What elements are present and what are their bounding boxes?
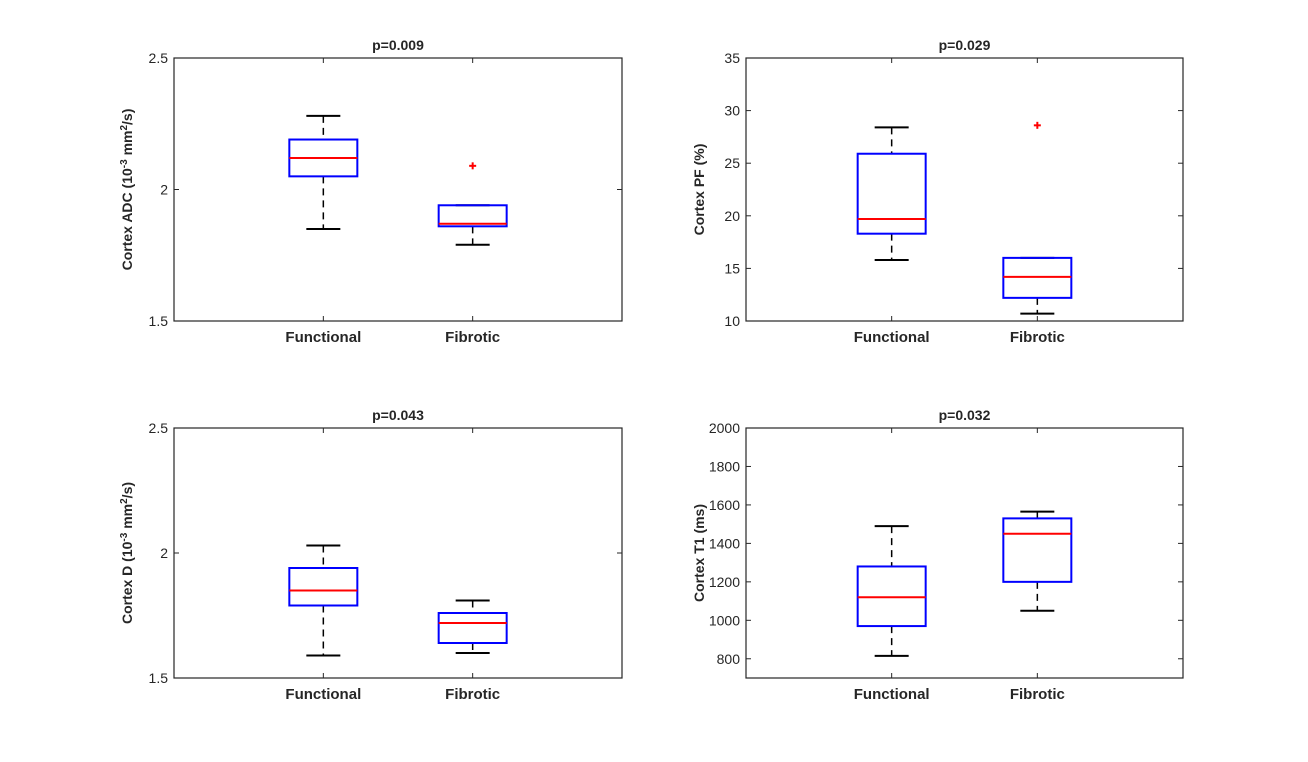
box-fibrotic [1002,121,1073,315]
box-functional [856,126,927,261]
chart-panel-2: p=0.029 10 15 20 25 30 35 Cortex PF (%) Function… [691,37,1184,346]
y-tick-label: 10 [724,313,740,329]
y-tick-label: 800 [717,651,741,667]
y-tick-label: 25 [724,155,740,171]
iqr-box [1002,256,1073,299]
box-fibrotic [1002,510,1073,612]
y-tick-label: 2000 [709,420,740,436]
y-tick-label: 1800 [709,458,740,474]
y-axis-label: Cortex T1 (ms) [691,504,707,602]
x-category-label: Functional [285,329,361,346]
x-category-label: Fibrotic [1010,329,1065,346]
box-functional [288,114,359,230]
x-category-label: Functional [285,686,361,703]
y-tick-label: 2.5 [149,420,169,436]
chart-panel-1: p=0.009 1.5 2 2.5 Cortex ADC (10-3 mm2/s) Fun… [119,37,623,346]
y-tick-label: 2 [160,545,168,561]
box-fibrotic [437,599,508,654]
y-tick-label: 2 [160,182,168,198]
y-tick-label: 1000 [709,612,740,628]
axes-frame [745,427,1184,679]
y-tick-label: 1200 [709,574,740,590]
box-functional [288,544,359,657]
y-axis-label: Cortex PF (%) [691,144,707,236]
x-category-label: Fibrotic [1010,686,1065,703]
y-tick-label: 1600 [709,497,740,513]
chart-panel-3: p=0.043 1.5 2 2.5 Cortex D (10-3 mm2/s) Funct… [119,407,623,703]
x-category-label: Fibrotic [445,686,500,703]
y-tick-label: 15 [724,260,740,276]
box-functional [856,525,927,657]
y-tick-label: 1400 [709,535,740,551]
outlier-marker [469,162,477,170]
y-tick-label: 30 [724,103,740,119]
y-tick-label: 20 [724,208,740,224]
chart-title: p=0.032 [939,407,991,423]
axes-frame [173,57,623,322]
y-tick-label: 2.5 [149,50,169,66]
axes-frame [173,427,623,679]
chart-panel-4: p=0.032 800 1000 1200 1400 1600 1800 2000 Cortex… [691,407,1184,703]
iqr-box [856,152,927,235]
iqr-box [437,612,508,644]
x-category-label: Functional [854,329,930,346]
chart-title: p=0.043 [372,407,424,423]
outlier-marker [1033,121,1041,129]
x-category-label: Functional [854,686,930,703]
y-tick-label: 35 [724,50,740,66]
chart-title: p=0.029 [939,37,991,53]
y-axis-label: Cortex D (10-3 mm2/s) [119,482,136,624]
iqr-box [288,567,359,607]
iqr-box [1002,517,1073,583]
axes-frame [745,57,1184,322]
x-category-label: Fibrotic [445,329,500,346]
y-tick-label: 1.5 [149,313,169,329]
y-tick-label: 1.5 [149,670,169,686]
iqr-box [437,204,508,228]
box-fibrotic [437,162,508,246]
chart-title: p=0.009 [372,37,424,53]
y-axis-label: Cortex ADC (10-3 mm2/s) [119,109,136,271]
